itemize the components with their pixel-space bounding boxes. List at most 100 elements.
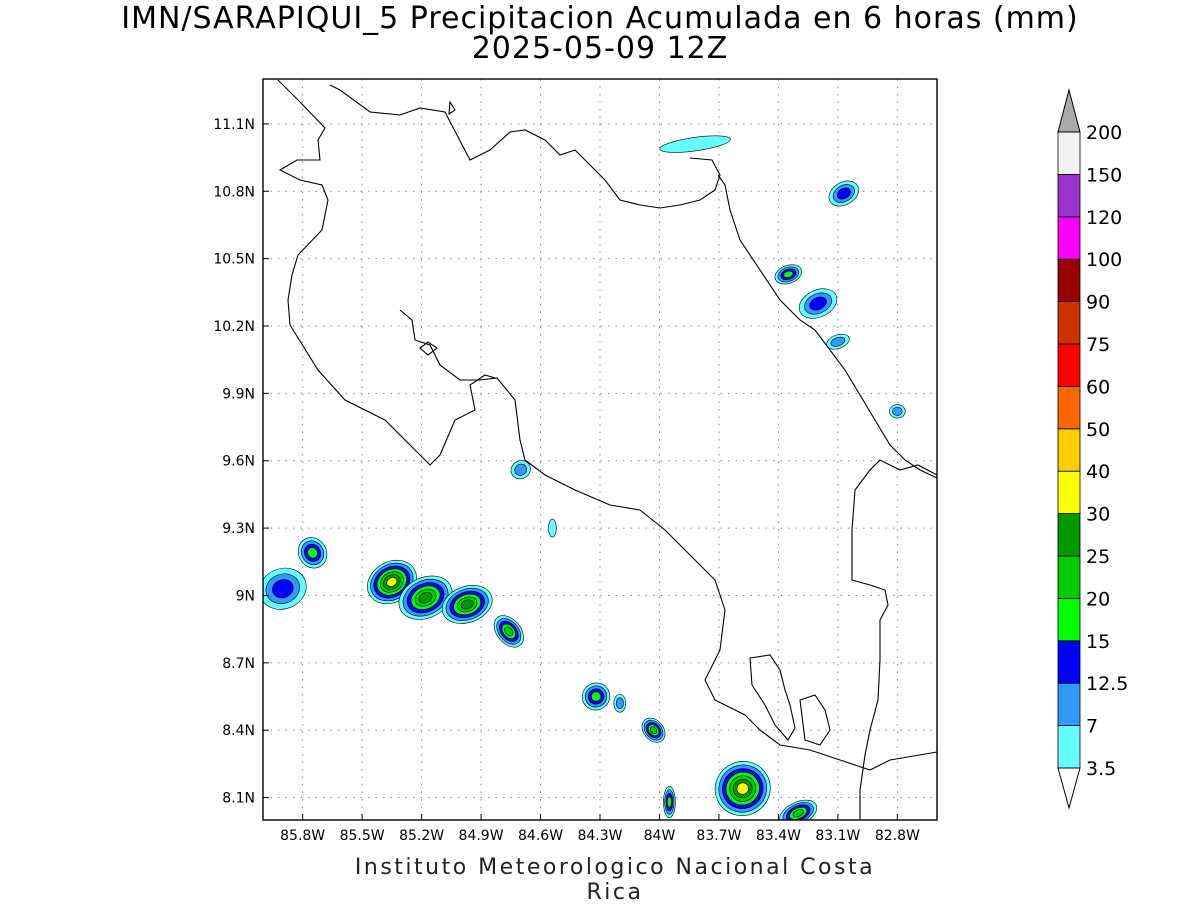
precip-contour (649, 726, 658, 734)
precip-contour (514, 463, 527, 476)
colorbar-swatch (1057, 216, 1081, 260)
precip-contour (667, 796, 672, 808)
latitude-axis: 8.1N 8.4N 8.7N 9N 9.3N 9.6N 9.9N 10.2N 10.5N 10.8… (213, 117, 269, 807)
lon-tick-label: 84.9W (459, 828, 504, 844)
pacific-coast-south (399, 309, 937, 771)
colorbar-swatch (1057, 343, 1081, 387)
colorbar-label: 50 (1086, 419, 1110, 441)
colorbar-label: 100 (1086, 249, 1122, 271)
colorbar-label: 150 (1086, 164, 1122, 186)
panama-border (851, 459, 937, 820)
colorbar-label: 12.5 (1086, 673, 1128, 695)
precip-cell (510, 460, 531, 480)
colorbar-label: 7 (1086, 716, 1098, 738)
lon-tick-label: 83.1W (815, 828, 860, 844)
precip-cell (613, 693, 627, 713)
osa-peninsula (749, 654, 796, 741)
precip-cell (798, 288, 838, 319)
lon-tick-label: 84.6W (518, 828, 563, 844)
precip-cell (659, 135, 731, 153)
lat-tick-label: 8.7N (222, 656, 255, 672)
lat-tick-label: 9.9N (222, 386, 255, 402)
lon-tick-label: 84.3W (577, 828, 622, 844)
precip-contour (830, 336, 846, 347)
colorbar-label: 30 (1086, 504, 1110, 526)
precip-cell (826, 333, 850, 350)
north-border (329, 84, 721, 209)
colorbar-swatch (1057, 682, 1081, 727)
lat-tick-label: 9N (236, 588, 255, 604)
colorbar-label: 120 (1086, 207, 1122, 229)
precip-contour (736, 782, 749, 795)
precip-cell (493, 615, 524, 648)
precip-cell (714, 761, 771, 817)
precip-contour (272, 579, 294, 599)
golfo-dulce (799, 694, 831, 746)
lon-tick-label: 85.8W (280, 828, 325, 844)
lon-tick-label: 85.2W (399, 828, 444, 844)
lon-tick-label: 83.4W (756, 828, 801, 844)
precip-contour (386, 577, 398, 587)
colorbar-swatch (1057, 470, 1081, 515)
precip-contour (783, 270, 794, 279)
precip-contour (307, 547, 318, 559)
caribbean-coast (717, 174, 937, 479)
lat-tick-label: 11.1N (213, 117, 255, 133)
precip-contour (892, 406, 903, 416)
precip-contour (504, 626, 514, 637)
colorbar-swatch (1057, 301, 1081, 345)
colorbar-label: 20 (1086, 588, 1110, 610)
pacific-coast-north (277, 79, 496, 466)
precip-cell (889, 404, 906, 419)
chart-title: IMN/SARAPIQUI_5 Precipitacion Acumulada … (121, 1, 1079, 36)
colorbar-swatch (1057, 258, 1081, 303)
colorbar-label: 25 (1086, 546, 1110, 568)
colorbar-label: 90 (1086, 292, 1110, 314)
precip-cell (297, 537, 328, 569)
lon-tick-label: 82.8W (875, 828, 920, 844)
gulf-island (419, 341, 438, 356)
precip-contour (460, 599, 474, 610)
colorbar-swatch (1057, 598, 1081, 642)
lat-tick-label: 10.2N (213, 319, 255, 335)
colorbar-label: 75 (1086, 334, 1110, 356)
colorbar-swatch (1057, 725, 1081, 769)
precip-contour (659, 135, 731, 153)
colorbar-swatch (1057, 555, 1081, 599)
colorbar-high-arrow (1057, 88, 1081, 133)
lake-island (448, 100, 456, 116)
chart-subtitle-datetime: 2025-05-09 12Z (471, 31, 729, 66)
lat-tick-label: 9.6N (222, 454, 255, 470)
lat-tick-label: 10.8N (213, 184, 255, 200)
lon-tick-label: 83.7W (696, 828, 741, 844)
precip-contour (792, 809, 804, 818)
colorbar-label: 60 (1086, 376, 1110, 398)
precip-cell (774, 264, 803, 285)
colorbar-swatch (1057, 513, 1081, 557)
lat-tick-label: 8.4N (222, 723, 255, 739)
precip-contour (590, 691, 602, 702)
precip-contour (418, 592, 433, 604)
colorbar-legend: 3.5 7 12.5 15 20 25 30 40 50 60 75 90 100 120 150 200 (1057, 88, 1128, 810)
credit-footer: Instituto Meteorologico Nacional Costa R… (354, 855, 876, 905)
coastline-borders (277, 79, 937, 820)
colorbar-label: 3.5 (1086, 758, 1116, 780)
precip-contour (548, 518, 557, 538)
precip-cell (548, 518, 557, 538)
lat-tick-label: 10.5N (213, 252, 255, 268)
colorbar-swatch (1057, 640, 1081, 684)
precip-cell (398, 575, 453, 620)
colorbar-swatch (1057, 131, 1081, 175)
lon-tick-label: 85.5W (340, 828, 385, 844)
precip-cell (581, 682, 611, 711)
colorbar-label: 15 (1086, 631, 1110, 653)
precip-contour (809, 296, 827, 311)
lat-tick-label: 8.1N (222, 791, 255, 807)
colorbar-swatch (1057, 173, 1081, 218)
colorbar-label: 40 (1086, 461, 1110, 483)
lon-tick-label: 84W (644, 828, 676, 844)
precip-cell (441, 585, 493, 624)
precip-cell (828, 180, 859, 207)
precip-cell (263, 567, 307, 610)
